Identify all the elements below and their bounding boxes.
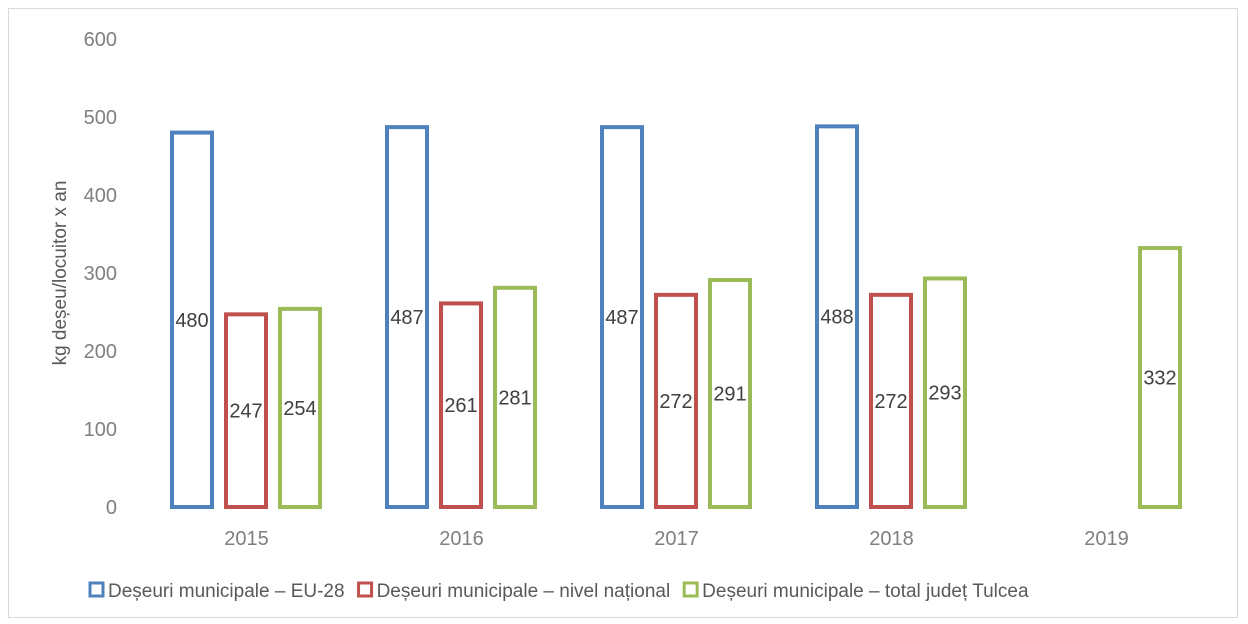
bar-2017-series-2 bbox=[654, 292, 698, 509]
bar-2018-series-1 bbox=[815, 124, 859, 510]
data-label: 488 bbox=[820, 307, 853, 329]
legend-marker-1 bbox=[88, 581, 105, 598]
bar-2017-series-3 bbox=[708, 278, 752, 509]
bar-2016-series-1 bbox=[385, 125, 429, 509]
y-tick-label: 500 bbox=[84, 107, 117, 129]
data-label: 247 bbox=[229, 401, 262, 423]
y-axis-ticks: 0 100 200 300 400 500 600 bbox=[84, 29, 117, 519]
x-axis-ticks: 2015 2016 2017 2018 2019 bbox=[224, 528, 1129, 550]
x-tick-label: 2018 bbox=[869, 528, 914, 550]
bar-2016-series-3 bbox=[493, 285, 537, 509]
bar-2018-series-2 bbox=[869, 292, 913, 509]
data-label: 487 bbox=[390, 307, 423, 329]
legend-marker-3 bbox=[682, 581, 699, 598]
data-label: 261 bbox=[444, 395, 477, 417]
y-tick-label: 300 bbox=[84, 263, 117, 285]
y-tick-label: 600 bbox=[84, 29, 117, 51]
bar-2015-series-3 bbox=[278, 306, 322, 509]
data-label: 332 bbox=[1143, 368, 1176, 390]
bar-2016-series-2 bbox=[439, 301, 483, 510]
bar-2017-series-1 bbox=[600, 125, 644, 509]
data-label: 291 bbox=[713, 384, 746, 406]
x-tick-label: 2019 bbox=[1084, 528, 1129, 550]
y-tick-label: 400 bbox=[84, 185, 117, 207]
data-label: 281 bbox=[498, 387, 531, 409]
x-tick-label: 2016 bbox=[439, 528, 484, 550]
y-tick-label: 100 bbox=[84, 419, 117, 441]
legend-label-2: Deșeuri municipale – nivel național bbox=[377, 581, 671, 602]
bars-group: 480 247 254 487 261 281 487 272 291 488 272 293 332 bbox=[170, 124, 1182, 510]
bar-2015-series-2 bbox=[224, 312, 268, 509]
x-tick-label: 2015 bbox=[224, 528, 269, 550]
bar-2019-series-3 bbox=[1138, 246, 1182, 509]
data-label: 487 bbox=[605, 307, 638, 329]
data-label: 272 bbox=[874, 391, 907, 413]
legend-label-3: Deșeuri municipale – total județ Tulcea bbox=[702, 581, 1029, 602]
bar-2015-series-1 bbox=[170, 130, 214, 509]
data-label: 293 bbox=[928, 383, 961, 405]
y-tick-label: 200 bbox=[84, 341, 117, 363]
data-label: 480 bbox=[175, 310, 208, 332]
data-label: 254 bbox=[283, 398, 316, 420]
y-tick-label: 0 bbox=[106, 497, 117, 519]
x-tick-label: 2017 bbox=[654, 528, 699, 550]
bar-2018-series-3 bbox=[923, 276, 967, 509]
data-label: 272 bbox=[659, 391, 692, 413]
legend-label-1: Deșeuri municipale – EU-28 bbox=[108, 581, 345, 602]
y-axis-title: kg deșeu/locuitor x an bbox=[50, 181, 71, 366]
legend-marker-2 bbox=[357, 581, 374, 598]
legend: Deșeuri municipale – EU-28 Deșeuri munici… bbox=[88, 581, 1029, 602]
